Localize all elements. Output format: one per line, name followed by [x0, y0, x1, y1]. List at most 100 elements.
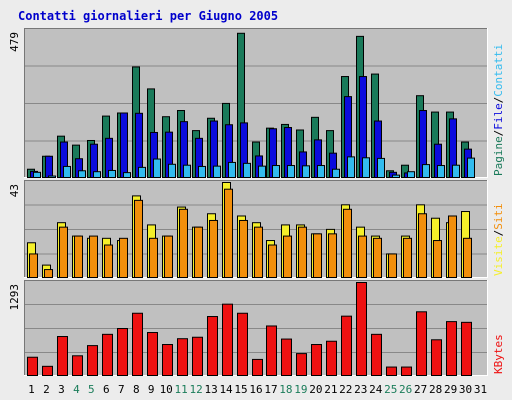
- bar-contatti-day-2: [48, 175, 56, 178]
- x-tick-label: 18: [279, 383, 292, 396]
- bar-siti-day-27: [418, 213, 427, 278]
- legend-siti: Siti: [492, 203, 505, 230]
- x-tick-label: 6: [103, 383, 110, 396]
- bar-siti-day-5: [89, 235, 98, 278]
- x-tick-label: 9: [148, 383, 155, 396]
- bar-contatti-day-3: [63, 165, 71, 178]
- legend-separator: /: [492, 230, 505, 237]
- x-tick-label: 7: [118, 383, 125, 396]
- bar-kbytes-day-29: [446, 321, 457, 377]
- x-tick-label: 10: [160, 383, 173, 396]
- bar-kbytes-day-15: [237, 312, 248, 376]
- legend-file: File: [492, 103, 505, 130]
- chart-title: Contatti giornalieri per Giugno 2005: [18, 9, 278, 23]
- bar-siti-day-13: [209, 219, 218, 279]
- x-tick-label: 30: [459, 383, 472, 396]
- bar-contatti-day-6: [108, 169, 116, 179]
- bar-siti-day-17: [268, 244, 277, 278]
- bar-kbytes-day-23: [356, 282, 367, 376]
- bar-contatti-day-1: [33, 171, 41, 179]
- x-tick-label: 29: [444, 383, 457, 396]
- bar-contatti-day-28: [437, 165, 445, 178]
- x-tick-label: 28: [429, 383, 442, 396]
- bar-siti-day-26: [403, 237, 412, 278]
- panel-middle: 43 Visite/Siti: [8, 180, 505, 279]
- x-tick-label: 8: [133, 383, 140, 396]
- bar-contatti-day-14: [228, 161, 236, 179]
- bar-siti-day-8: [134, 199, 143, 278]
- bar-contatti-day-20: [317, 165, 325, 178]
- bar-kbytes-day-9: [147, 332, 158, 377]
- x-tick-label: 2: [43, 383, 50, 396]
- bar-contatti-day-23: [362, 157, 370, 178]
- bar-kbytes-day-14: [222, 303, 233, 376]
- panel-bottom: 1293 KBytes: [8, 280, 505, 377]
- bar-kbytes-day-21: [326, 340, 337, 376]
- legend-pagine: Pagine: [492, 136, 505, 176]
- x-axis-tick-labels: 1 2 3 4 5 6 7 8 9 10 11 12 13 14 15 16 17 18 19 20 21 22 23 24 2…: [28, 383, 487, 396]
- bar-siti-day-10: [164, 235, 173, 278]
- bar-contatti-day-19: [302, 165, 310, 178]
- bar-siti-day-21: [328, 233, 337, 278]
- bar-contatti-day-8: [138, 166, 146, 179]
- bar-kbytes-day-5: [87, 345, 98, 377]
- x-tick-label: 1: [28, 383, 35, 396]
- bar-file-day-2: [45, 155, 53, 178]
- bar-siti-day-16: [254, 226, 263, 279]
- bar-kbytes-day-10: [162, 344, 173, 376]
- bar-contatti-day-16: [258, 165, 266, 178]
- y-max-label: 43: [8, 184, 21, 197]
- bar-siti-day-20: [313, 233, 322, 278]
- bar-siti-day-24: [373, 237, 382, 278]
- bar-siti-day-23: [358, 235, 367, 278]
- chart-panels: 479Pagine/File/Contatti43Visite/Siti1293…: [8, 28, 505, 377]
- x-tick-label: 4: [73, 383, 80, 396]
- x-tick-label: 3: [58, 383, 65, 396]
- bar-contatti-day-5: [93, 171, 101, 178]
- x-tick-label: 14: [219, 383, 233, 396]
- bar-kbytes-day-1: [27, 356, 38, 376]
- bar-kbytes-day-17: [266, 325, 277, 376]
- x-tick-label: 24: [369, 383, 383, 396]
- bar-siti-day-9: [149, 237, 158, 278]
- bar-kbytes-day-3: [57, 336, 68, 377]
- x-tick-label: 27: [414, 383, 427, 396]
- bar-kbytes-day-26: [401, 366, 412, 376]
- bar-contatti-day-27: [422, 164, 430, 179]
- bar-siti-day-18: [283, 235, 292, 278]
- bar-kbytes-day-18: [281, 338, 292, 376]
- bar-contatti-day-18: [287, 165, 295, 178]
- bar-kbytes-day-13: [207, 316, 218, 376]
- bar-kbytes-day-4: [72, 355, 83, 376]
- y-max-label: 479: [8, 32, 21, 52]
- bar-kbytes-day-28: [431, 339, 442, 376]
- bar-siti-day-29: [448, 215, 457, 278]
- bar-kbytes-day-30: [461, 321, 472, 377]
- x-tick-label: 12: [190, 383, 203, 396]
- bar-contatti-day-17: [272, 165, 280, 178]
- bar-kbytes-day-12: [192, 336, 203, 377]
- legend-separator: /: [492, 97, 505, 104]
- bar-contatti-day-11: [183, 164, 191, 179]
- bar-siti-day-11: [179, 208, 188, 278]
- x-tick-label: 17: [264, 383, 277, 396]
- bar-contatti-day-10: [168, 163, 176, 179]
- bar-siti-day-30: [463, 237, 472, 278]
- bar-contatti-day-9: [153, 158, 161, 178]
- bar-kbytes-day-25: [386, 366, 397, 376]
- bar-siti-day-19: [298, 226, 307, 279]
- bar-kbytes-day-16: [252, 358, 263, 377]
- bar-contatti-day-12: [198, 165, 206, 178]
- x-tick-label: 16: [249, 383, 262, 396]
- bar-file-day-7: [120, 112, 128, 178]
- bar-kbytes-day-20: [311, 344, 322, 376]
- bar-siti-day-28: [433, 240, 442, 278]
- bar-kbytes-day-27: [416, 311, 427, 377]
- bar-kbytes-day-11: [177, 338, 188, 376]
- x-tick-label: 22: [339, 383, 352, 396]
- bar-siti-day-1: [29, 253, 38, 279]
- x-tick-label: 19: [294, 383, 307, 396]
- bar-siti-day-14: [224, 188, 233, 278]
